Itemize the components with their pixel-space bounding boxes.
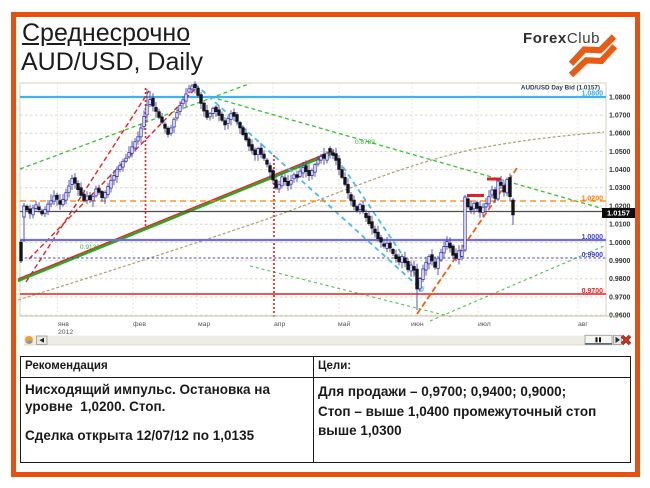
svg-text:июл: июл: [478, 321, 491, 328]
svg-text:1.0300: 1.0300: [609, 185, 631, 192]
svg-text:1.0600: 1.0600: [609, 131, 631, 138]
svg-text:июн: июн: [411, 321, 424, 328]
svg-text:1.0800: 1.0800: [609, 94, 631, 101]
svg-text:1.0100: 1.0100: [609, 222, 631, 229]
svg-text:фев: фев: [133, 321, 146, 328]
svg-text:1.0400: 1.0400: [609, 167, 631, 174]
svg-text:1.0700: 1.0700: [609, 113, 631, 120]
svg-text:1.0800: 1.0800: [582, 91, 604, 98]
svg-text:0.9900: 0.9900: [582, 252, 604, 259]
svg-text:авг: авг: [578, 321, 588, 328]
svg-text:2012: 2012: [58, 329, 73, 336]
svg-text:1.0200: 1.0200: [609, 203, 631, 210]
svg-text:0.9133: 0.9133: [80, 244, 100, 251]
svg-text:0.8789: 0.8789: [355, 139, 375, 146]
svg-text:май: май: [338, 320, 350, 328]
svg-text:0.9700: 0.9700: [582, 288, 604, 295]
svg-text:AUD/USD Day Bid (1.0157): AUD/USD Day Bid (1.0157): [521, 85, 600, 92]
svg-text:1.0500: 1.0500: [609, 149, 631, 156]
svg-text:0.9900: 0.9900: [609, 258, 631, 265]
svg-text:1.0157: 1.0157: [607, 209, 630, 218]
svg-text:1.0000: 1.0000: [609, 240, 631, 247]
svg-text:апр: апр: [274, 321, 285, 328]
svg-text:мар: мар: [198, 321, 210, 328]
svg-text:1.0000: 1.0000: [582, 234, 604, 241]
svg-text:янв: янв: [58, 321, 69, 328]
svg-text:1.0200: 1.0200: [582, 196, 604, 203]
svg-text:0.9800: 0.9800: [609, 276, 631, 283]
svg-text:0.9700: 0.9700: [609, 294, 631, 301]
